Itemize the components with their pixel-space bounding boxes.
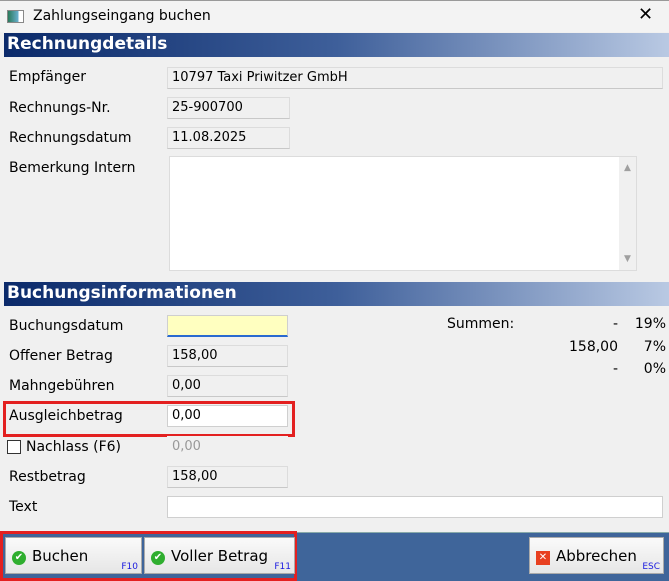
ausgleichbetrag-input[interactable]: 0,00 — [167, 405, 288, 427]
close-icon[interactable]: ✕ — [638, 4, 654, 25]
ausgleichbetrag-label: Ausgleichbetrag — [9, 408, 123, 424]
buchungsdatum-label: Buchungsdatum — [9, 318, 124, 334]
buchungsdatum-input[interactable] — [167, 315, 288, 337]
bemerkung-textarea[interactable]: ▲ ▼ — [169, 156, 637, 271]
offener-betrag-field: 158,00 — [167, 345, 288, 367]
title-bar — [0, 0, 669, 32]
nachlass-label[interactable]: Nachlass (F6) — [26, 439, 122, 455]
summen-label: Summen: — [447, 316, 515, 332]
shortcut-label: F10 — [121, 562, 138, 572]
nachlass-checkbox[interactable] — [7, 440, 21, 454]
nachlass-field: 0,00 — [167, 436, 288, 458]
shortcut-label: ESC — [642, 562, 660, 572]
buchen-label: Buchen — [32, 547, 89, 565]
scroll-up-icon[interactable]: ▲ — [624, 163, 631, 173]
text-input[interactable] — [167, 496, 663, 518]
summen-rate: 7% — [643, 339, 666, 355]
window-title: Zahlungseingang buchen — [33, 8, 211, 24]
summen-amount: - — [612, 361, 618, 377]
summen-amount: - — [612, 316, 618, 332]
check-icon: ✔ — [151, 551, 165, 565]
buchen-button[interactable]: ✔ Buchen F10 — [5, 537, 142, 574]
restbetrag-label: Restbetrag — [9, 469, 86, 485]
mahngebuehren-field: 0,00 — [167, 375, 288, 397]
highlight-box — [3, 401, 295, 437]
bemerkung-label: Bemerkung Intern — [9, 160, 136, 176]
scroll-down-icon[interactable]: ▼ — [624, 254, 631, 264]
summen-rate: 19% — [634, 316, 666, 332]
app-icon — [7, 10, 24, 23]
voller-betrag-label: Voller Betrag — [171, 547, 269, 565]
summen-rate: 0% — [643, 361, 666, 377]
abbrechen-button[interactable]: ✕ Abbrechen ESC — [529, 537, 664, 574]
text-label: Text — [9, 499, 38, 515]
rechnungsdatum-label: Rechnungsdatum — [9, 130, 132, 146]
section-header-buchungsinformationen: Buchungsinformationen — [4, 282, 669, 306]
shortcut-label: F11 — [274, 562, 291, 572]
check-icon: ✔ — [12, 551, 26, 565]
section-header-rechnungdetails: Rechnungdetails — [4, 33, 669, 57]
highlight-box — [0, 531, 297, 581]
mahngebuehren-label: Mahngebühren — [9, 378, 115, 394]
summen-amount: 158,00 — [569, 339, 618, 355]
scrollbar[interactable]: ▲ ▼ — [619, 157, 636, 270]
rechnungs-nr-label: Rechnungs-Nr. — [9, 100, 111, 116]
rechnungs-nr-field: 25-900700 — [167, 97, 290, 119]
rechnungsdatum-field: 11.08.2025 — [167, 127, 290, 149]
voller-betrag-button[interactable]: ✔ Voller Betrag F11 — [144, 537, 295, 574]
empfaenger-field: 10797 Taxi Priwitzer GmbH — [167, 67, 663, 89]
offener-betrag-label: Offener Betrag — [9, 348, 113, 364]
empfaenger-label: Empfänger — [9, 69, 87, 85]
abbrechen-label: Abbrechen — [556, 547, 637, 565]
restbetrag-field: 158,00 — [167, 466, 288, 488]
cancel-icon: ✕ — [536, 551, 550, 565]
